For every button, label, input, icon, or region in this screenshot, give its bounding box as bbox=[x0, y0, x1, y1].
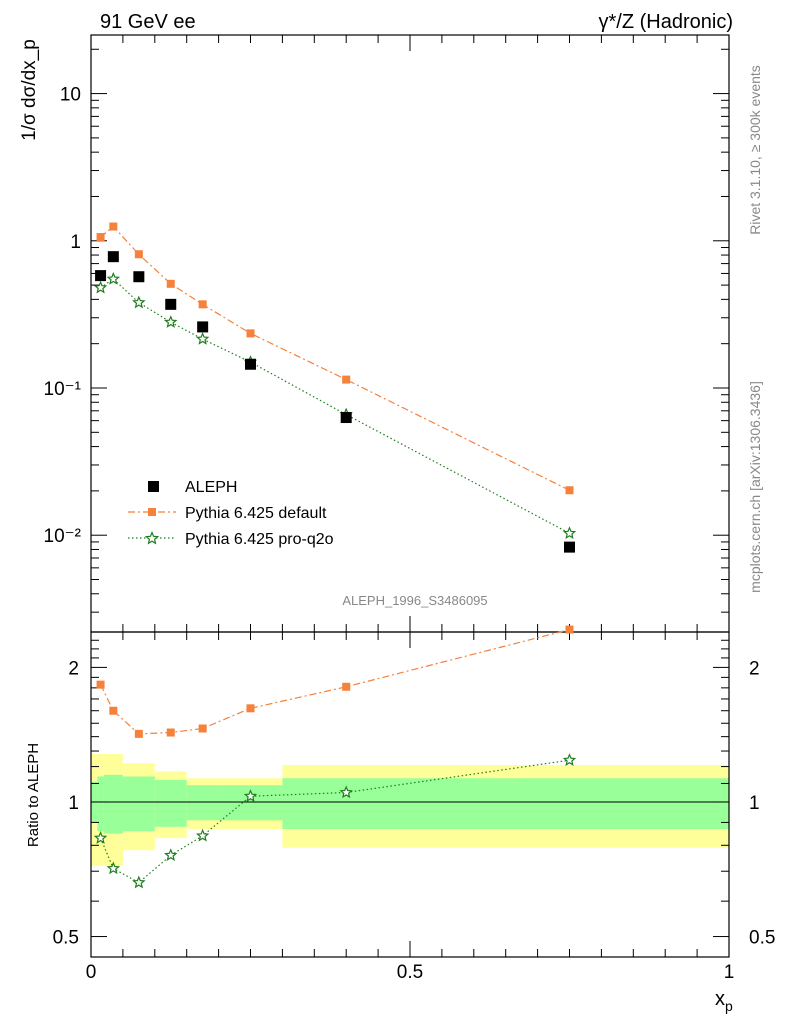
legend-label-default: Pythia 6.425 default bbox=[185, 505, 327, 522]
ratio-y-tick-label-right: 0.5 bbox=[749, 928, 775, 949]
ratio-line-default bbox=[100, 629, 570, 735]
ratio-point-proq2o bbox=[243, 789, 258, 802]
ratio-point-proq2o bbox=[106, 861, 121, 875]
main-y-axis-title: 1/σ dσ/dx_p bbox=[19, 39, 40, 141]
ratio-y-tick-label: 1 bbox=[68, 793, 79, 814]
chart-title-left: 91 GeV ee bbox=[100, 11, 196, 33]
series-line-default bbox=[100, 225, 570, 491]
point-default bbox=[134, 250, 143, 259]
legend-label-aleph: ALEPH bbox=[185, 479, 237, 496]
x-tick-label: 0 bbox=[86, 962, 97, 983]
point-proq2o bbox=[195, 332, 210, 345]
point-default bbox=[96, 233, 105, 242]
main-y-tick-label: 1 bbox=[70, 232, 81, 253]
x-tick-label: 0.5 bbox=[397, 962, 423, 983]
legend-marker-default bbox=[148, 508, 156, 516]
legend-marker-aleph bbox=[148, 481, 159, 492]
analysis-watermark: ALEPH_1996_S3486095 bbox=[342, 593, 487, 608]
ratio-band-inner bbox=[410, 778, 729, 830]
point-proq2o bbox=[106, 271, 121, 285]
point-aleph bbox=[197, 321, 209, 333]
ratio-point-proq2o bbox=[195, 828, 210, 842]
point-aleph bbox=[165, 298, 177, 310]
point-default bbox=[198, 300, 207, 309]
point-default bbox=[246, 329, 255, 338]
x-axis-title: xp bbox=[715, 988, 733, 1014]
ratio-band-inner bbox=[186, 785, 219, 821]
ratio-point-default bbox=[166, 728, 175, 737]
point-default bbox=[342, 375, 351, 384]
point-proq2o bbox=[163, 315, 178, 328]
ratio-point-default bbox=[246, 704, 255, 713]
ratio-point-default bbox=[134, 729, 143, 738]
ratio-band-inner bbox=[122, 776, 155, 832]
ratio-y-axis-title: Ratio to ALEPH bbox=[25, 743, 42, 847]
point-proq2o bbox=[132, 295, 146, 309]
point-default bbox=[166, 279, 175, 288]
legend-marker-proq2o bbox=[144, 530, 160, 545]
ratio-y-tick-label-right: 2 bbox=[749, 658, 760, 679]
ratio-y-tick-label: 0.5 bbox=[53, 928, 79, 949]
ratio-point-default bbox=[96, 680, 105, 689]
ratio-y-tick-label-right: 1 bbox=[749, 793, 760, 814]
ratio-point-proq2o bbox=[339, 785, 353, 799]
ratio-band-inner bbox=[103, 774, 123, 834]
main-y-tick-label: 10⁻¹ bbox=[44, 379, 82, 400]
point-aleph bbox=[133, 271, 145, 283]
x-tick-label: 1 bbox=[724, 962, 735, 983]
legend: ALEPH Pythia 6.425 default Pythia 6.425 … bbox=[128, 479, 334, 548]
point-aleph bbox=[245, 358, 256, 370]
point-aleph bbox=[107, 251, 119, 263]
ratio-point-default bbox=[109, 706, 118, 715]
point-default bbox=[565, 486, 574, 495]
legend-label-proq2o: Pythia 6.425 pro-q2o bbox=[185, 531, 334, 548]
ratio-point-proq2o bbox=[132, 875, 146, 889]
chart-title-right: γ*/Z (Hadronic) bbox=[599, 11, 733, 33]
rivet-version-label: Rivet 3.1.10, ≥ 300k events bbox=[747, 65, 763, 235]
main-y-tick-label: 10⁻² bbox=[44, 526, 82, 547]
main-y-tick-label: 10 bbox=[60, 85, 81, 106]
point-proq2o bbox=[93, 280, 108, 294]
point-aleph bbox=[564, 541, 575, 553]
point-default bbox=[109, 222, 118, 231]
ratio-point-proq2o bbox=[562, 753, 577, 766]
series-line-proq2o bbox=[100, 278, 570, 534]
point-aleph bbox=[340, 412, 352, 424]
ratio-point-proq2o bbox=[163, 848, 178, 861]
point-aleph bbox=[95, 270, 107, 282]
ratio-band-inner bbox=[154, 779, 187, 827]
point-proq2o bbox=[562, 526, 577, 540]
ratio-point-default bbox=[565, 625, 574, 634]
ratio-point-default bbox=[342, 682, 351, 691]
ratio-y-tick-label: 2 bbox=[68, 658, 79, 679]
ratio-point-default bbox=[198, 724, 207, 733]
ratio-point-proq2o bbox=[93, 831, 108, 844]
ratio-band-inner bbox=[97, 776, 104, 832]
mcplots-label: mcplots.cern.ch [arXiv:1306.3436] bbox=[747, 381, 763, 593]
